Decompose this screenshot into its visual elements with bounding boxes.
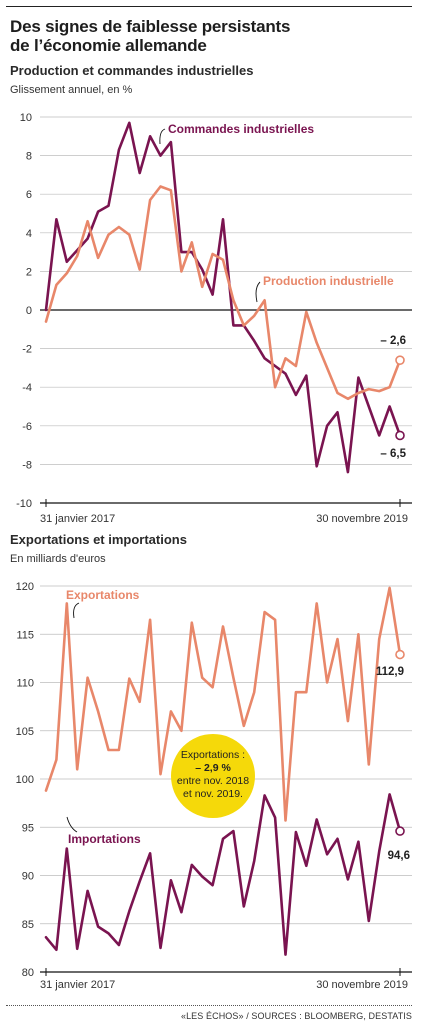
annotation-value: – 2,9 % bbox=[195, 762, 231, 774]
series-line-commandes bbox=[44, 121, 402, 474]
chart2-title: Exportations et importations bbox=[10, 532, 187, 547]
source-note: «LES ÉCHOS» / SOURCES : BLOOMBERG, DESTA… bbox=[180, 1011, 412, 1021]
leader-commandes bbox=[159, 128, 166, 145]
annotation-label: Exportations : bbox=[181, 749, 245, 761]
x-label-start: 31 janvier 2017 bbox=[40, 979, 115, 991]
series-label-importations: Importations bbox=[68, 832, 141, 846]
series-line-production bbox=[44, 185, 402, 401]
annotation-period-1: entre nov. 2018 bbox=[177, 775, 249, 787]
y-tick-label: -6 bbox=[22, 421, 32, 433]
end-label-importations: 94,6 bbox=[388, 850, 410, 862]
end-label-production: – 2,6 bbox=[380, 335, 406, 347]
end-marker-production bbox=[395, 355, 405, 365]
series-line-exportations bbox=[44, 586, 402, 822]
end-marker-importations bbox=[395, 826, 405, 836]
y-tick-label: 120 bbox=[16, 581, 34, 593]
title-line-2: de l’économie allemande bbox=[10, 36, 207, 55]
leader-exportations bbox=[73, 602, 80, 619]
end-label-exportations: 112,9 bbox=[376, 666, 404, 678]
y-tick-label: 100 bbox=[16, 774, 34, 786]
y-tick-label: 2 bbox=[26, 266, 32, 278]
page-title: Des signes de faiblesse persistants de l… bbox=[10, 17, 410, 55]
x-label-end: 30 novembre 2019 bbox=[316, 513, 408, 525]
y-tick-label: 105 bbox=[16, 726, 34, 738]
y-tick-label: -2 bbox=[22, 344, 32, 356]
series-label-commandes: Commandes industrielles bbox=[168, 122, 314, 136]
series-label-production: Production industrielle bbox=[263, 274, 394, 288]
y-tick-label: 4 bbox=[26, 228, 32, 240]
chart2-subtitle: En milliards d'euros bbox=[10, 553, 106, 565]
exportations-importations-chart: 120 115 110 105 100 95 90 85 80 31 janvier 2017 30… bbox=[16, 581, 412, 991]
y-tick-label: 95 bbox=[22, 822, 34, 834]
title-line-1: Des signes de faiblesse persistants bbox=[10, 17, 291, 36]
chart1-title: Production et commandes industrielles bbox=[10, 63, 254, 78]
chart1-subtitle: Glissement annuel, en % bbox=[10, 84, 133, 96]
top-rule bbox=[6, 6, 412, 7]
y-tick-label: 85 bbox=[22, 919, 34, 931]
annotation-circle bbox=[171, 734, 255, 818]
end-marker-commandes bbox=[395, 430, 405, 441]
footer-rule bbox=[6, 1005, 412, 1006]
y-tick-label: -4 bbox=[22, 382, 32, 394]
end-marker-exportations bbox=[395, 649, 405, 660]
y-tick-label: -8 bbox=[22, 459, 32, 471]
leader-production bbox=[255, 281, 261, 303]
x-label-end: 30 novembre 2019 bbox=[316, 979, 408, 991]
y-tick-label: 115 bbox=[16, 629, 34, 641]
y-tick-label: 10 bbox=[20, 112, 32, 124]
leader-importations bbox=[66, 816, 78, 833]
y-tick-label: 6 bbox=[26, 189, 32, 201]
end-label-commandes: – 6,5 bbox=[380, 448, 406, 460]
x-label-start: 31 janvier 2017 bbox=[40, 513, 115, 525]
y-tick-label: 0 bbox=[26, 305, 32, 317]
annotation-period-2: et nov. 2019. bbox=[183, 788, 243, 800]
production-commandes-chart: 10 8 6 4 2 0 -2 -4 -6 -8 -10 31 janvier 2017 30 nove… bbox=[16, 112, 412, 525]
y-tick-label: 80 bbox=[22, 967, 34, 979]
y-tick-label: 110 bbox=[16, 678, 34, 690]
series-label-exportations: Exportations bbox=[66, 588, 140, 602]
y-tick-label: -10 bbox=[16, 498, 32, 510]
series-line-importations bbox=[44, 793, 402, 956]
y-tick-label: 8 bbox=[26, 151, 32, 163]
y-tick-label: 90 bbox=[22, 871, 34, 883]
